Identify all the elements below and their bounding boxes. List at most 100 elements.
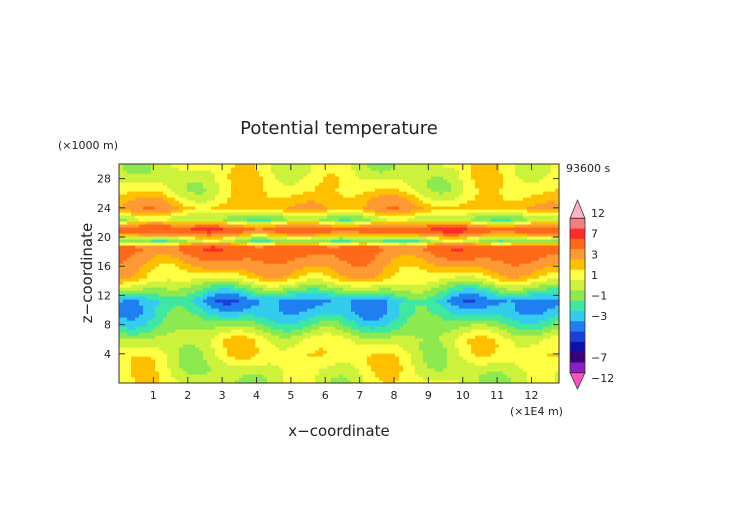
- heatmap-cell: [471, 278, 476, 282]
- heatmap-cell: [335, 287, 340, 291]
- heatmap-cell: [387, 287, 392, 291]
- heatmap-cell: [391, 317, 396, 321]
- heatmap-cell: [283, 263, 288, 267]
- heatmap-cell: [263, 266, 268, 270]
- heatmap-cell: [139, 353, 144, 357]
- heatmap-cell: [543, 266, 548, 270]
- heatmap-cell: [467, 302, 472, 306]
- heatmap-cell: [439, 380, 444, 384]
- heatmap-cell: [143, 353, 148, 357]
- heatmap-cell: [327, 326, 332, 330]
- heatmap-cell: [307, 371, 312, 375]
- time-label: 93600 s: [566, 162, 610, 175]
- heatmap-cell: [479, 380, 484, 384]
- heatmap-cell: [387, 338, 392, 342]
- heatmap-cell: [415, 293, 420, 297]
- heatmap-cell: [459, 335, 464, 339]
- heatmap-cell: [191, 380, 196, 384]
- heatmap-cell: [507, 323, 512, 327]
- heatmap-cell: [299, 251, 304, 255]
- heatmap-cell: [327, 281, 332, 285]
- heatmap-cell: [139, 293, 144, 297]
- heatmap-cell: [119, 248, 124, 252]
- heatmap-cell: [279, 332, 284, 336]
- heatmap-cell: [359, 290, 364, 294]
- heatmap-cell: [503, 329, 508, 333]
- heatmap-cell: [439, 329, 444, 333]
- heatmap-cell: [543, 263, 548, 267]
- heatmap-cell: [535, 248, 540, 252]
- heatmap-cell: [279, 263, 284, 267]
- heatmap-cell: [255, 257, 260, 261]
- heatmap-cell: [199, 284, 204, 288]
- heatmap-cell: [487, 296, 492, 300]
- heatmap-cell: [319, 335, 324, 339]
- heatmap-cell: [371, 359, 376, 363]
- heatmap-cell: [151, 284, 156, 288]
- heatmap-cell: [339, 269, 344, 273]
- heatmap-cell: [395, 320, 400, 324]
- heatmap-cell: [343, 308, 348, 312]
- heatmap-cell: [423, 263, 428, 267]
- heatmap-cell: [487, 365, 492, 369]
- heatmap-cell: [519, 338, 524, 342]
- heatmap-cell: [139, 317, 144, 321]
- heatmap-cell: [503, 269, 508, 273]
- heatmap-cell: [503, 251, 508, 255]
- heatmap-cell: [119, 314, 124, 318]
- heatmap-cell: [539, 347, 544, 351]
- heatmap-cell: [215, 341, 220, 345]
- heatmap-cell: [411, 254, 416, 258]
- heatmap-cell: [251, 245, 256, 249]
- heatmap-cell: [499, 326, 504, 330]
- heatmap-cell: [479, 359, 484, 363]
- heatmap-cell: [219, 350, 224, 354]
- heatmap-cell: [131, 323, 136, 327]
- heatmap-cell: [499, 311, 504, 315]
- heatmap-cell: [355, 299, 360, 303]
- heatmap-cell: [279, 251, 284, 255]
- heatmap-cell: [407, 260, 412, 264]
- heatmap-cell: [147, 347, 152, 351]
- heatmap-cell: [243, 260, 248, 264]
- heatmap-cell: [555, 359, 560, 363]
- heatmap-cell: [187, 362, 192, 366]
- heatmap-cell: [539, 248, 544, 252]
- heatmap-cell: [219, 359, 224, 363]
- heatmap-cell: [399, 314, 404, 318]
- heatmap-cell: [127, 341, 132, 345]
- heatmap-cell: [327, 302, 332, 306]
- heatmap-cell: [243, 251, 248, 255]
- heatmap-cell: [143, 275, 148, 279]
- heatmap-cell: [155, 338, 160, 342]
- heatmap-cell: [327, 350, 332, 354]
- heatmap-cell: [239, 272, 244, 276]
- heatmap-cell: [419, 254, 424, 258]
- heatmap-cell: [371, 344, 376, 348]
- heatmap-cell: [139, 296, 144, 300]
- heatmap-cell: [375, 284, 380, 288]
- heatmap-cell: [435, 272, 440, 276]
- heatmap-cell: [363, 314, 368, 318]
- heatmap-cell: [427, 287, 432, 291]
- heatmap-cell: [235, 353, 240, 357]
- heatmap-cell: [451, 254, 456, 258]
- heatmap-cell: [303, 293, 308, 297]
- heatmap-cell: [523, 323, 528, 327]
- heatmap-cell: [359, 257, 364, 261]
- heatmap-cell: [507, 368, 512, 372]
- heatmap-cell: [439, 284, 444, 288]
- heatmap-cell: [131, 368, 136, 372]
- heatmap-cell: [507, 374, 512, 378]
- heatmap-cell: [451, 365, 456, 369]
- heatmap-cell: [191, 257, 196, 261]
- heatmap-cell: [463, 338, 468, 342]
- heatmap-cell: [403, 344, 408, 348]
- heatmap-cell: [343, 362, 348, 366]
- heatmap-cell: [387, 317, 392, 321]
- heatmap-cell: [383, 329, 388, 333]
- heatmap-cell: [327, 314, 332, 318]
- heatmap-cell: [339, 314, 344, 318]
- heatmap-cell: [447, 377, 452, 381]
- heatmap-cell: [147, 290, 152, 294]
